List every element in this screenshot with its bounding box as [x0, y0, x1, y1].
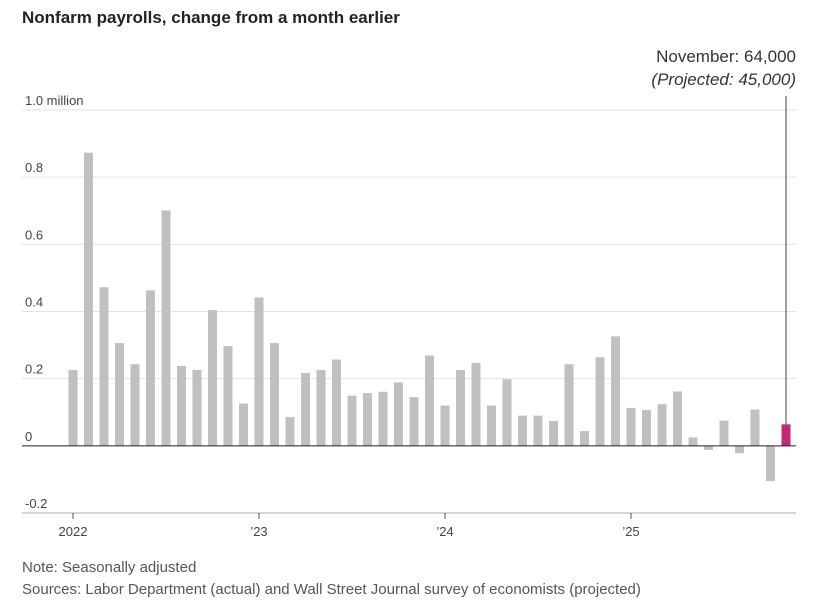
bar — [642, 409, 651, 446]
bar — [657, 404, 667, 446]
bar — [177, 365, 186, 446]
bar — [456, 369, 465, 446]
annotation-projected: (Projected: 45,000) — [651, 70, 796, 89]
bar — [285, 416, 295, 446]
bar — [750, 409, 760, 446]
bar — [564, 364, 574, 446]
bar — [425, 355, 434, 446]
bar — [518, 415, 527, 446]
bar — [626, 407, 636, 446]
bar — [146, 290, 155, 446]
y-tick-label: -0.2 — [25, 496, 47, 511]
bar — [487, 405, 496, 446]
bar — [735, 445, 744, 454]
bar — [766, 445, 775, 482]
annotation-actual: November: 64,000 — [656, 47, 796, 66]
bar — [394, 382, 403, 446]
x-tick-label: ’25 — [622, 524, 639, 539]
bar — [254, 297, 264, 446]
bar — [409, 397, 419, 446]
source-text: Sources: Labor Department (actual) and W… — [22, 581, 641, 598]
payrolls-bar-chart: 1.0 million 0.8 0.6 0.4 0.2 0 -0.2 2022 ’23 ’24 ’2… — [22, 47, 796, 539]
bar — [363, 393, 372, 446]
highlight-bar — [781, 424, 791, 446]
bar — [84, 152, 93, 446]
bar — [68, 369, 78, 446]
bar — [688, 437, 698, 446]
bar — [161, 210, 171, 446]
bar — [549, 420, 558, 446]
bar — [440, 405, 450, 446]
bar — [270, 343, 279, 446]
bar — [332, 359, 341, 446]
bar — [533, 415, 543, 446]
bar — [130, 364, 140, 446]
bar — [580, 431, 589, 446]
bar — [595, 357, 605, 446]
bar — [378, 391, 388, 446]
bars — [68, 152, 791, 482]
note-text: Note: Seasonally adjusted — [22, 559, 197, 576]
axes: 1.0 million 0.8 0.6 0.4 0.2 0 -0.2 2022 ’23 ’24 ’2… — [22, 93, 796, 539]
y-tick-label: 0.8 — [25, 160, 43, 175]
bar — [347, 395, 357, 446]
bar — [704, 445, 713, 450]
bar — [611, 336, 620, 446]
y-tick-label: 0.6 — [25, 227, 43, 242]
bar — [502, 379, 512, 446]
bar — [99, 287, 109, 446]
bar — [471, 362, 481, 446]
bar — [316, 369, 326, 446]
y-tick-label: 0.4 — [25, 295, 43, 310]
grid-lines — [22, 109, 796, 514]
x-tick-label: ’23 — [250, 524, 267, 539]
bar — [673, 391, 682, 446]
chart-title: Nonfarm payrolls, change from a month ea… — [22, 8, 400, 27]
y-tick-label: 0 — [25, 429, 32, 444]
y-tick-label: 0.2 — [25, 362, 43, 377]
x-tick-label: 2022 — [59, 524, 88, 539]
bar — [719, 420, 729, 446]
bar — [301, 372, 310, 446]
bar — [208, 310, 217, 446]
bar — [239, 403, 248, 446]
y-tick-label: 1.0 million — [25, 93, 84, 108]
bar — [223, 346, 233, 446]
annotation: November: 64,000 (Projected: 45,000) — [651, 47, 796, 425]
bar — [115, 343, 124, 446]
x-tick-label: ’24 — [436, 524, 453, 539]
bar — [192, 369, 202, 446]
